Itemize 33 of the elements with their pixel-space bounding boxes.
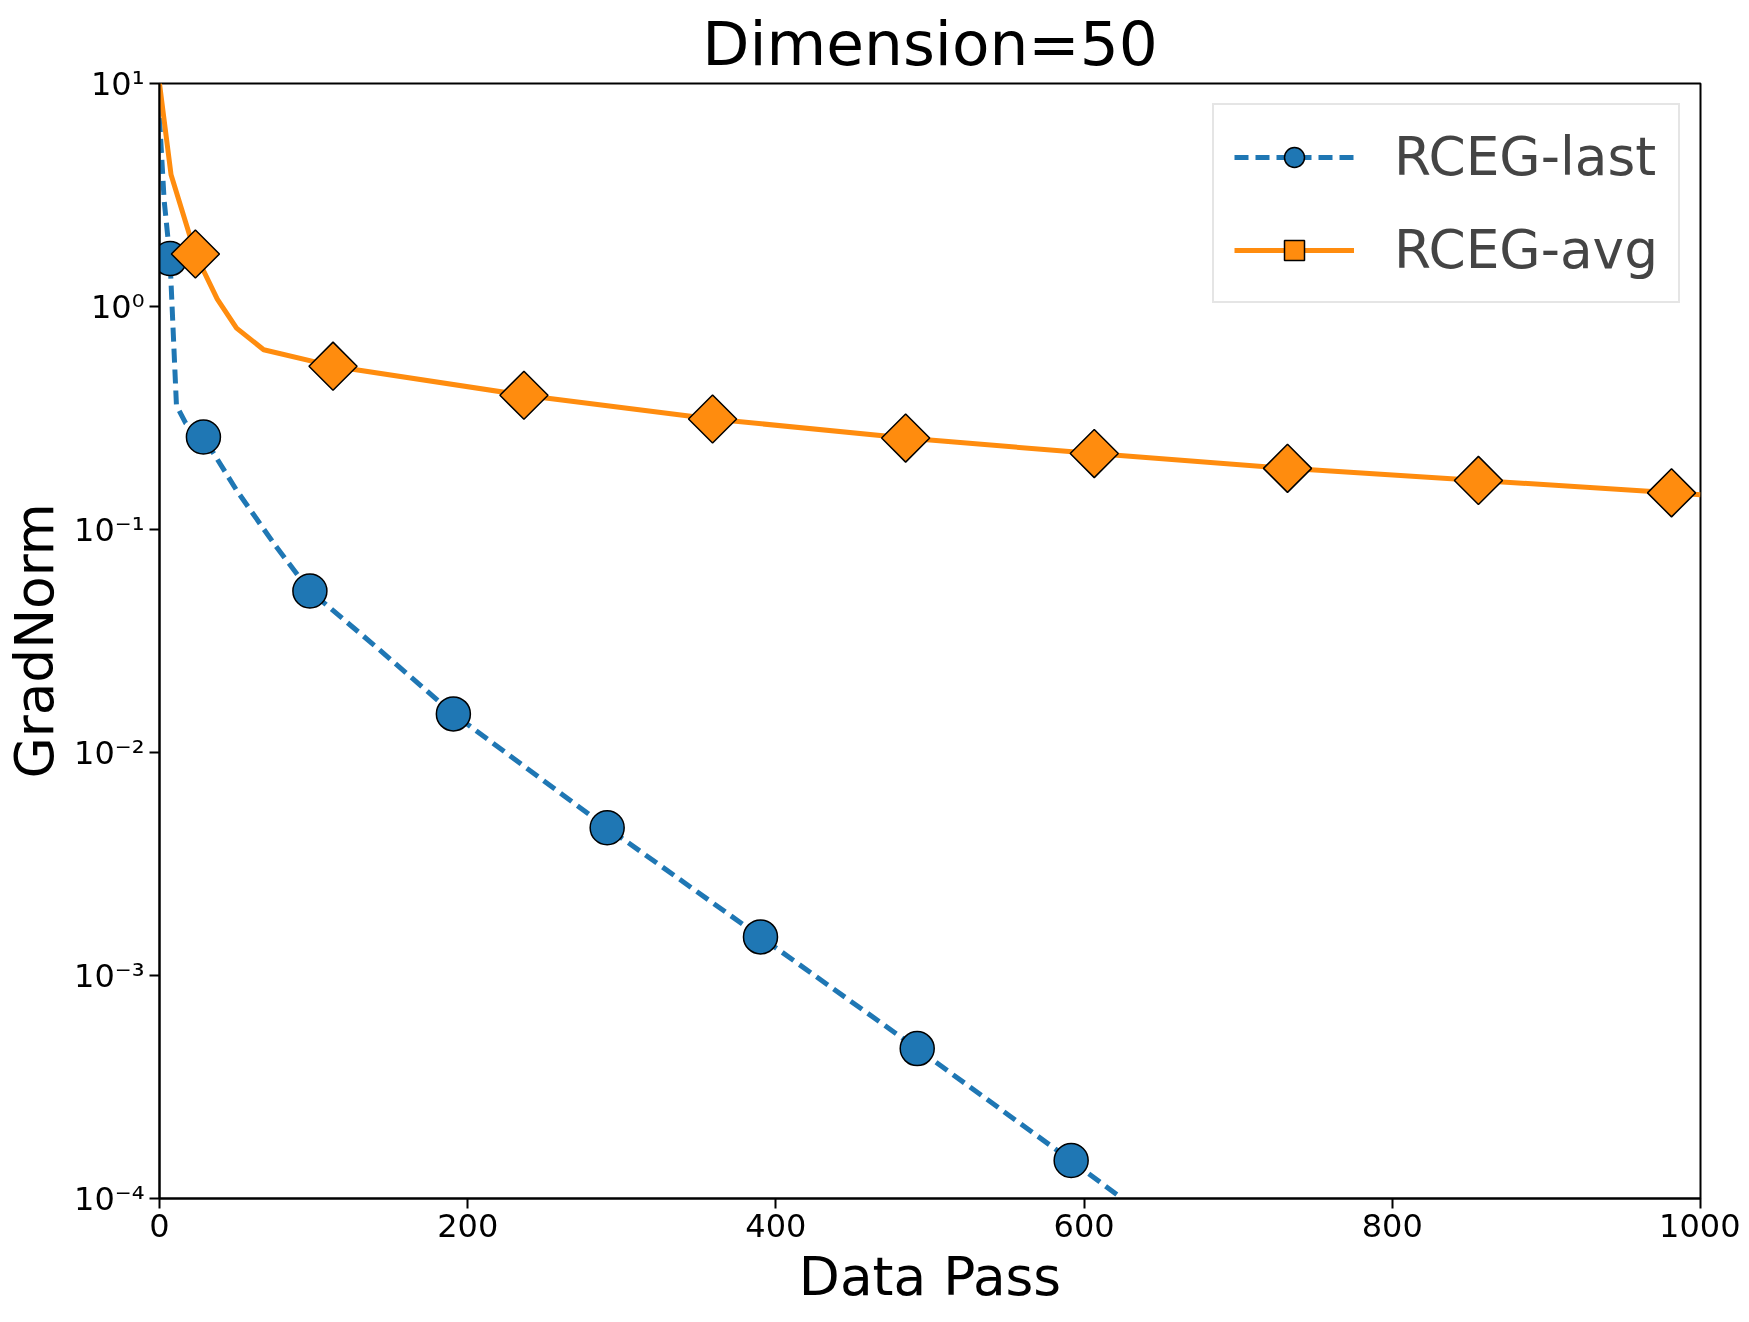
point (1053, 1142, 1089, 1179)
legend-label: RCEG-avg (1394, 218, 1658, 281)
y-tick-label: 10¹ (90, 64, 145, 103)
x-tick-label: 800 (1361, 1206, 1423, 1245)
x-axis-title: Data Pass (798, 1244, 1062, 1308)
y-axis-title: GradNorm (3, 503, 67, 779)
point (687, 394, 738, 444)
chart-title: Dimension=50 (702, 7, 1158, 79)
y-tick-label: 10⁻² (74, 733, 145, 772)
point (589, 809, 625, 846)
y-tick-label: 10⁻¹ (74, 510, 145, 549)
point (742, 919, 779, 955)
x-tick-label: 1000 (1659, 1206, 1741, 1245)
point (185, 419, 222, 455)
y-tick-label: 10⁻³ (74, 956, 145, 995)
point (880, 413, 931, 463)
x-tick-label: 0 (149, 1206, 170, 1245)
point (1262, 443, 1313, 494)
x-tick-label: 600 (1053, 1206, 1115, 1245)
point (435, 696, 472, 732)
point (292, 573, 328, 609)
y-tick-label: 10⁰ (90, 287, 145, 326)
x-tick-label: 400 (745, 1206, 807, 1245)
x-tick-label: 200 (437, 1206, 499, 1245)
legend-label: RCEG-last (1394, 125, 1657, 188)
point (1453, 455, 1504, 506)
point (1069, 428, 1120, 479)
y-tick-label: 10⁻⁴ (74, 1179, 145, 1218)
point (308, 341, 358, 391)
point (499, 370, 549, 421)
point (899, 1030, 935, 1067)
point (1646, 468, 1697, 518)
point (170, 229, 221, 279)
